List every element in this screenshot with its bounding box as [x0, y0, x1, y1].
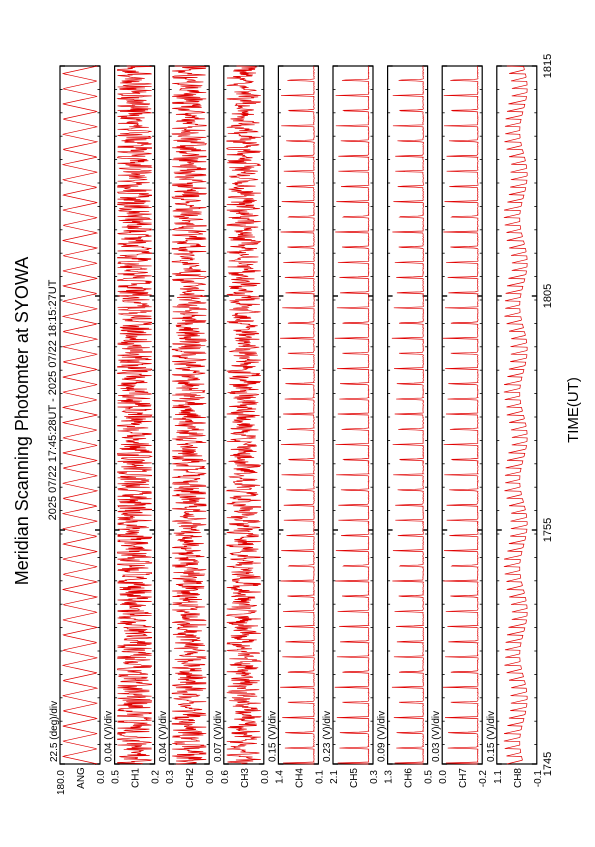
scale-label-5: 0.15 (V)/div — [267, 711, 278, 762]
y-min-label-8: -0.2 — [478, 770, 489, 788]
y-min-label-7: 0.5 — [424, 770, 435, 784]
y-axis-label-3: CH2 — [185, 768, 196, 788]
y-max-label-8: 0.0 — [438, 770, 449, 784]
y-max-label-2: 0.5 — [111, 770, 122, 784]
y-min-label-5: 0.1 — [314, 770, 325, 784]
panel-9 — [496, 65, 538, 765]
x-tick-label-1805: 1805 — [542, 284, 554, 308]
y-min-label-4: 0.0 — [260, 770, 271, 784]
x-tick-label-1745: 1745 — [542, 752, 554, 776]
y-min-label-1: 0.0 — [96, 770, 107, 784]
y-axis-label-7: CH6 — [404, 768, 415, 788]
scale-label-7: 0.09 (V)/div — [377, 711, 388, 762]
series-trace-5 — [280, 65, 316, 765]
chart-subtitle: 2025 07/22 17:45:28UT - 2025 07/22 18:15… — [47, 279, 59, 520]
panels-group: 22.5 (deg)/div ANG 180.0 0.0 0.04 (V)/div CH1… — [49, 54, 554, 795]
series-trace-7 — [391, 65, 425, 765]
panel-1 — [59, 65, 101, 765]
panel-7 — [387, 65, 429, 765]
y-max-label-5: 1.4 — [274, 770, 285, 784]
series-trace-8 — [442, 65, 480, 765]
scale-label-9: 0.15 (V)/div — [486, 711, 497, 762]
y-max-label-4: 0.6 — [220, 770, 231, 784]
series-trace-3 — [171, 65, 208, 765]
y-axis-label-5: CH4 — [294, 768, 305, 788]
y-max-label-7: 1.3 — [384, 770, 395, 784]
panel-frame-6 — [332, 65, 374, 765]
panel-4 — [223, 65, 265, 765]
y-max-label-1: 180.0 — [56, 770, 67, 795]
scale-label-3: 0.04 (V)/div — [158, 711, 169, 762]
series-trace-9 — [503, 65, 528, 765]
y-max-label-6: 2.1 — [329, 770, 340, 784]
panel-frame-5 — [277, 65, 319, 765]
scale-label-1: 22.5 (deg)/div — [49, 701, 60, 762]
y-min-label-3: 0.0 — [205, 770, 216, 784]
scale-label-2: 0.04 (V)/div — [104, 711, 115, 762]
series-trace-4 — [225, 65, 262, 765]
scale-label-8: 0.03 (V)/div — [431, 711, 442, 762]
scale-label-4: 0.07 (V)/div — [213, 711, 224, 762]
chart-title: Meridian Scanning Photomter at SYOWA — [12, 257, 32, 585]
x-axis-label: TIME(UT) — [565, 377, 582, 443]
panel-frame-7 — [387, 65, 429, 765]
panel-5 — [277, 65, 319, 765]
y-min-label-9: -0.1 — [533, 770, 544, 788]
y-axis-label-1: ANG — [76, 767, 87, 789]
series-trace-2 — [116, 65, 153, 765]
y-min-label-2: 0.2 — [151, 770, 162, 784]
series-trace-6 — [334, 65, 370, 765]
x-tick-label-1755: 1755 — [542, 518, 554, 542]
y-max-label-3: 0.3 — [165, 770, 176, 784]
series-trace-1 — [61, 65, 99, 765]
y-min-label-6: 0.3 — [369, 770, 380, 784]
y-axis-label-9: CH8 — [513, 768, 524, 788]
y-axis-label-6: CH5 — [349, 768, 360, 788]
panel-6 — [332, 65, 374, 765]
y-max-label-9: 1.1 — [493, 770, 504, 784]
y-axis-label-4: CH3 — [240, 768, 251, 788]
panel-2 — [113, 65, 156, 765]
panel-frame-1 — [59, 65, 101, 765]
panel-frame-8 — [441, 65, 483, 765]
y-axis-label-2: CH1 — [131, 768, 142, 788]
scale-label-6: 0.23 (V)/div — [322, 711, 333, 762]
x-tick-label-1815: 1815 — [542, 54, 554, 78]
y-axis-label-8: CH7 — [458, 768, 469, 788]
panel-8 — [441, 65, 483, 765]
panel-3 — [168, 65, 210, 765]
